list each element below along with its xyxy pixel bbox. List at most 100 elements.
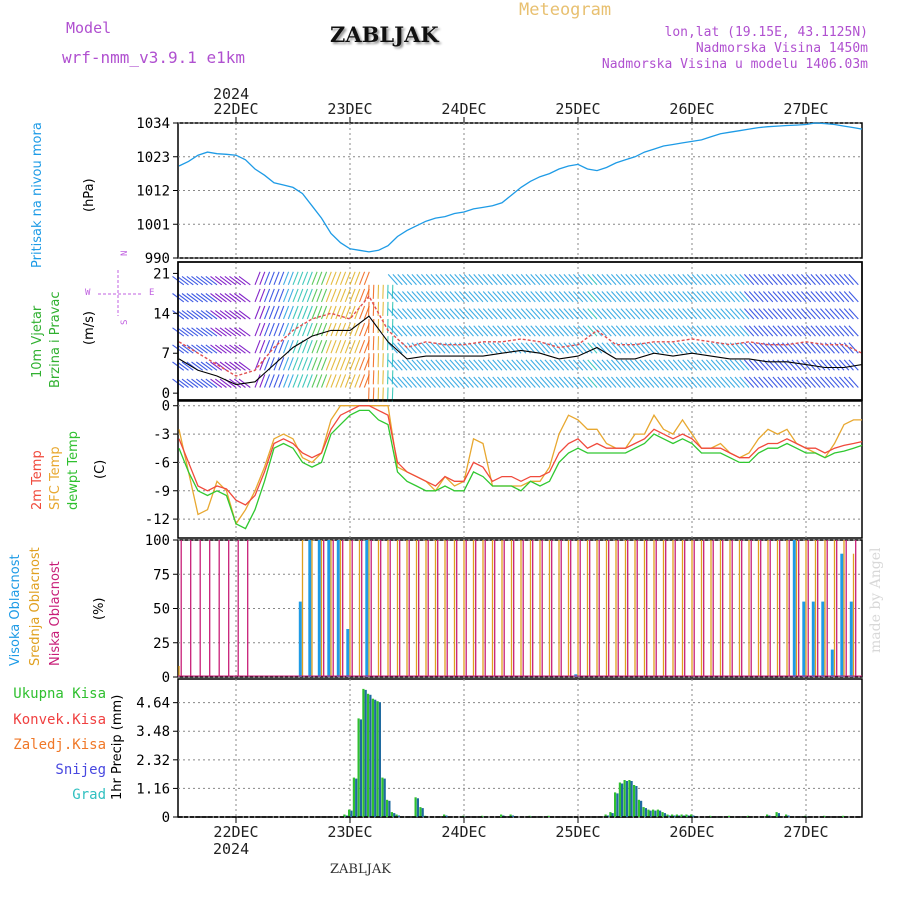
wind-barb-781 [701, 308, 712, 320]
wind-barb-901 [781, 291, 793, 303]
wind-barb-798 [715, 376, 726, 388]
wind-barb-201 [316, 288, 323, 303]
wind-barb-717 [658, 325, 669, 337]
wind-barb-27 [186, 275, 199, 286]
wind-barb-242 [344, 305, 351, 320]
wind-barb-97 [233, 275, 246, 286]
wind-barb-36 [195, 361, 208, 371]
wind-barb-378 [430, 376, 441, 388]
wind-barb-838 [739, 291, 750, 303]
wind-barb-886 [772, 308, 783, 320]
wind-barb-955 [819, 325, 831, 337]
wind-barb-587 [568, 274, 579, 286]
wind-barb-409 [449, 325, 460, 337]
wind-barb-308 [391, 387, 394, 402]
wind-barb-354 [411, 308, 422, 320]
wind-barb-224 [335, 374, 342, 388]
wind-barb-223 [330, 271, 337, 286]
wind-barb-244 [344, 271, 351, 285]
wind-barb-854 [753, 376, 764, 388]
wind-barb-632 [601, 342, 612, 354]
wind-barb-109 [254, 305, 261, 320]
wind-barb-718 [658, 308, 669, 320]
wind-barb-549 [544, 325, 555, 337]
wind-barb-792 [710, 359, 721, 371]
cloud-high-bar-20 [365, 540, 369, 677]
wind-barb-845 [743, 291, 755, 303]
wind-barb-123 [263, 305, 271, 320]
wind-barb-841 [743, 359, 755, 371]
wind-barb-832 [734, 274, 745, 286]
wind-barb-938 [810, 376, 821, 388]
wind-barb-265 [358, 271, 366, 286]
precip-snow-bar-2 [355, 778, 358, 817]
wind-barb-154 [287, 374, 294, 388]
wind-barb-601 [577, 274, 588, 286]
wind-barb-318 [387, 325, 398, 337]
wind-barb-504 [515, 376, 527, 388]
wind-barb-871 [762, 325, 774, 337]
wind-barb-801 [715, 325, 726, 337]
wind-barb-468 [487, 274, 498, 286]
wind-barb-555 [549, 342, 560, 354]
precip-total-bar-42 [728, 815, 731, 817]
wind-barb-325 [392, 325, 403, 337]
wind-barb-907 [786, 308, 797, 320]
wind-barb-361 [416, 308, 427, 320]
wind-frame-top [177, 261, 863, 401]
wind-barb-84 [229, 378, 242, 388]
wind-barb-317 [387, 342, 398, 354]
wind-barb-866 [758, 291, 769, 303]
top-tick-1: 23DEC [327, 100, 372, 118]
wind-barb-737 [672, 342, 683, 354]
wind-barb-91 [233, 378, 246, 388]
wind-barb-965 [824, 274, 835, 286]
wind-barb-487 [501, 308, 512, 320]
wind-barb-770 [696, 376, 707, 388]
wind-barb-595 [577, 376, 588, 388]
wind-barb-518 [525, 376, 536, 388]
wind-barb-520 [525, 342, 536, 354]
ytick-label-1-2: 14 [153, 306, 170, 322]
wind-barb-942 [810, 308, 821, 320]
wind-barb-133 [273, 374, 280, 388]
wind-barb-843 [743, 325, 755, 337]
wind-barb-738 [672, 325, 683, 337]
wind-barb-405 [444, 274, 455, 286]
wind-barb-686 [639, 376, 650, 388]
wind-barb-510 [515, 274, 527, 286]
wind-barb-536 [534, 308, 546, 320]
wind-barb-348 [406, 291, 417, 303]
wind-barb-694 [644, 359, 655, 371]
wind-barb-459 [482, 308, 493, 320]
wind-barb-222 [330, 288, 337, 303]
wind-barb-8 [176, 361, 189, 371]
wind-barb-727 [663, 274, 674, 286]
wind-barb-26 [186, 293, 199, 303]
precip-total-bar-8 [381, 777, 384, 817]
wind-barb-115 [259, 322, 266, 337]
wind-barb-902 [781, 274, 793, 286]
wind-barb-440 [468, 274, 479, 286]
wind-speed-line [178, 315, 863, 386]
wind-barb-778 [701, 359, 712, 371]
ytick-label-4-3: 3.48 [136, 724, 170, 740]
wind-barb-507 [515, 325, 527, 337]
wind-barb-834 [739, 359, 750, 371]
wind-barb-614 [587, 291, 598, 303]
wind-barb-981 [838, 359, 850, 371]
wind-barb-420 [458, 376, 470, 388]
wind-barb-350 [411, 376, 422, 388]
wind-barb-726 [663, 291, 674, 303]
wind-barb-357 [416, 376, 427, 388]
wind-barb-829 [734, 325, 745, 337]
wind-barb-99 [238, 361, 251, 371]
ytick-label-0-1: 1001 [136, 217, 170, 233]
wind-barb-763 [691, 376, 702, 388]
bottom-tick-4: 26DEC [669, 823, 714, 841]
wind-barb-622 [591, 274, 603, 286]
wind-barb-758 [686, 342, 698, 354]
wind-barb-189 [311, 374, 318, 388]
wind-barb-715 [658, 359, 669, 371]
wind-barb-112 [259, 374, 266, 388]
